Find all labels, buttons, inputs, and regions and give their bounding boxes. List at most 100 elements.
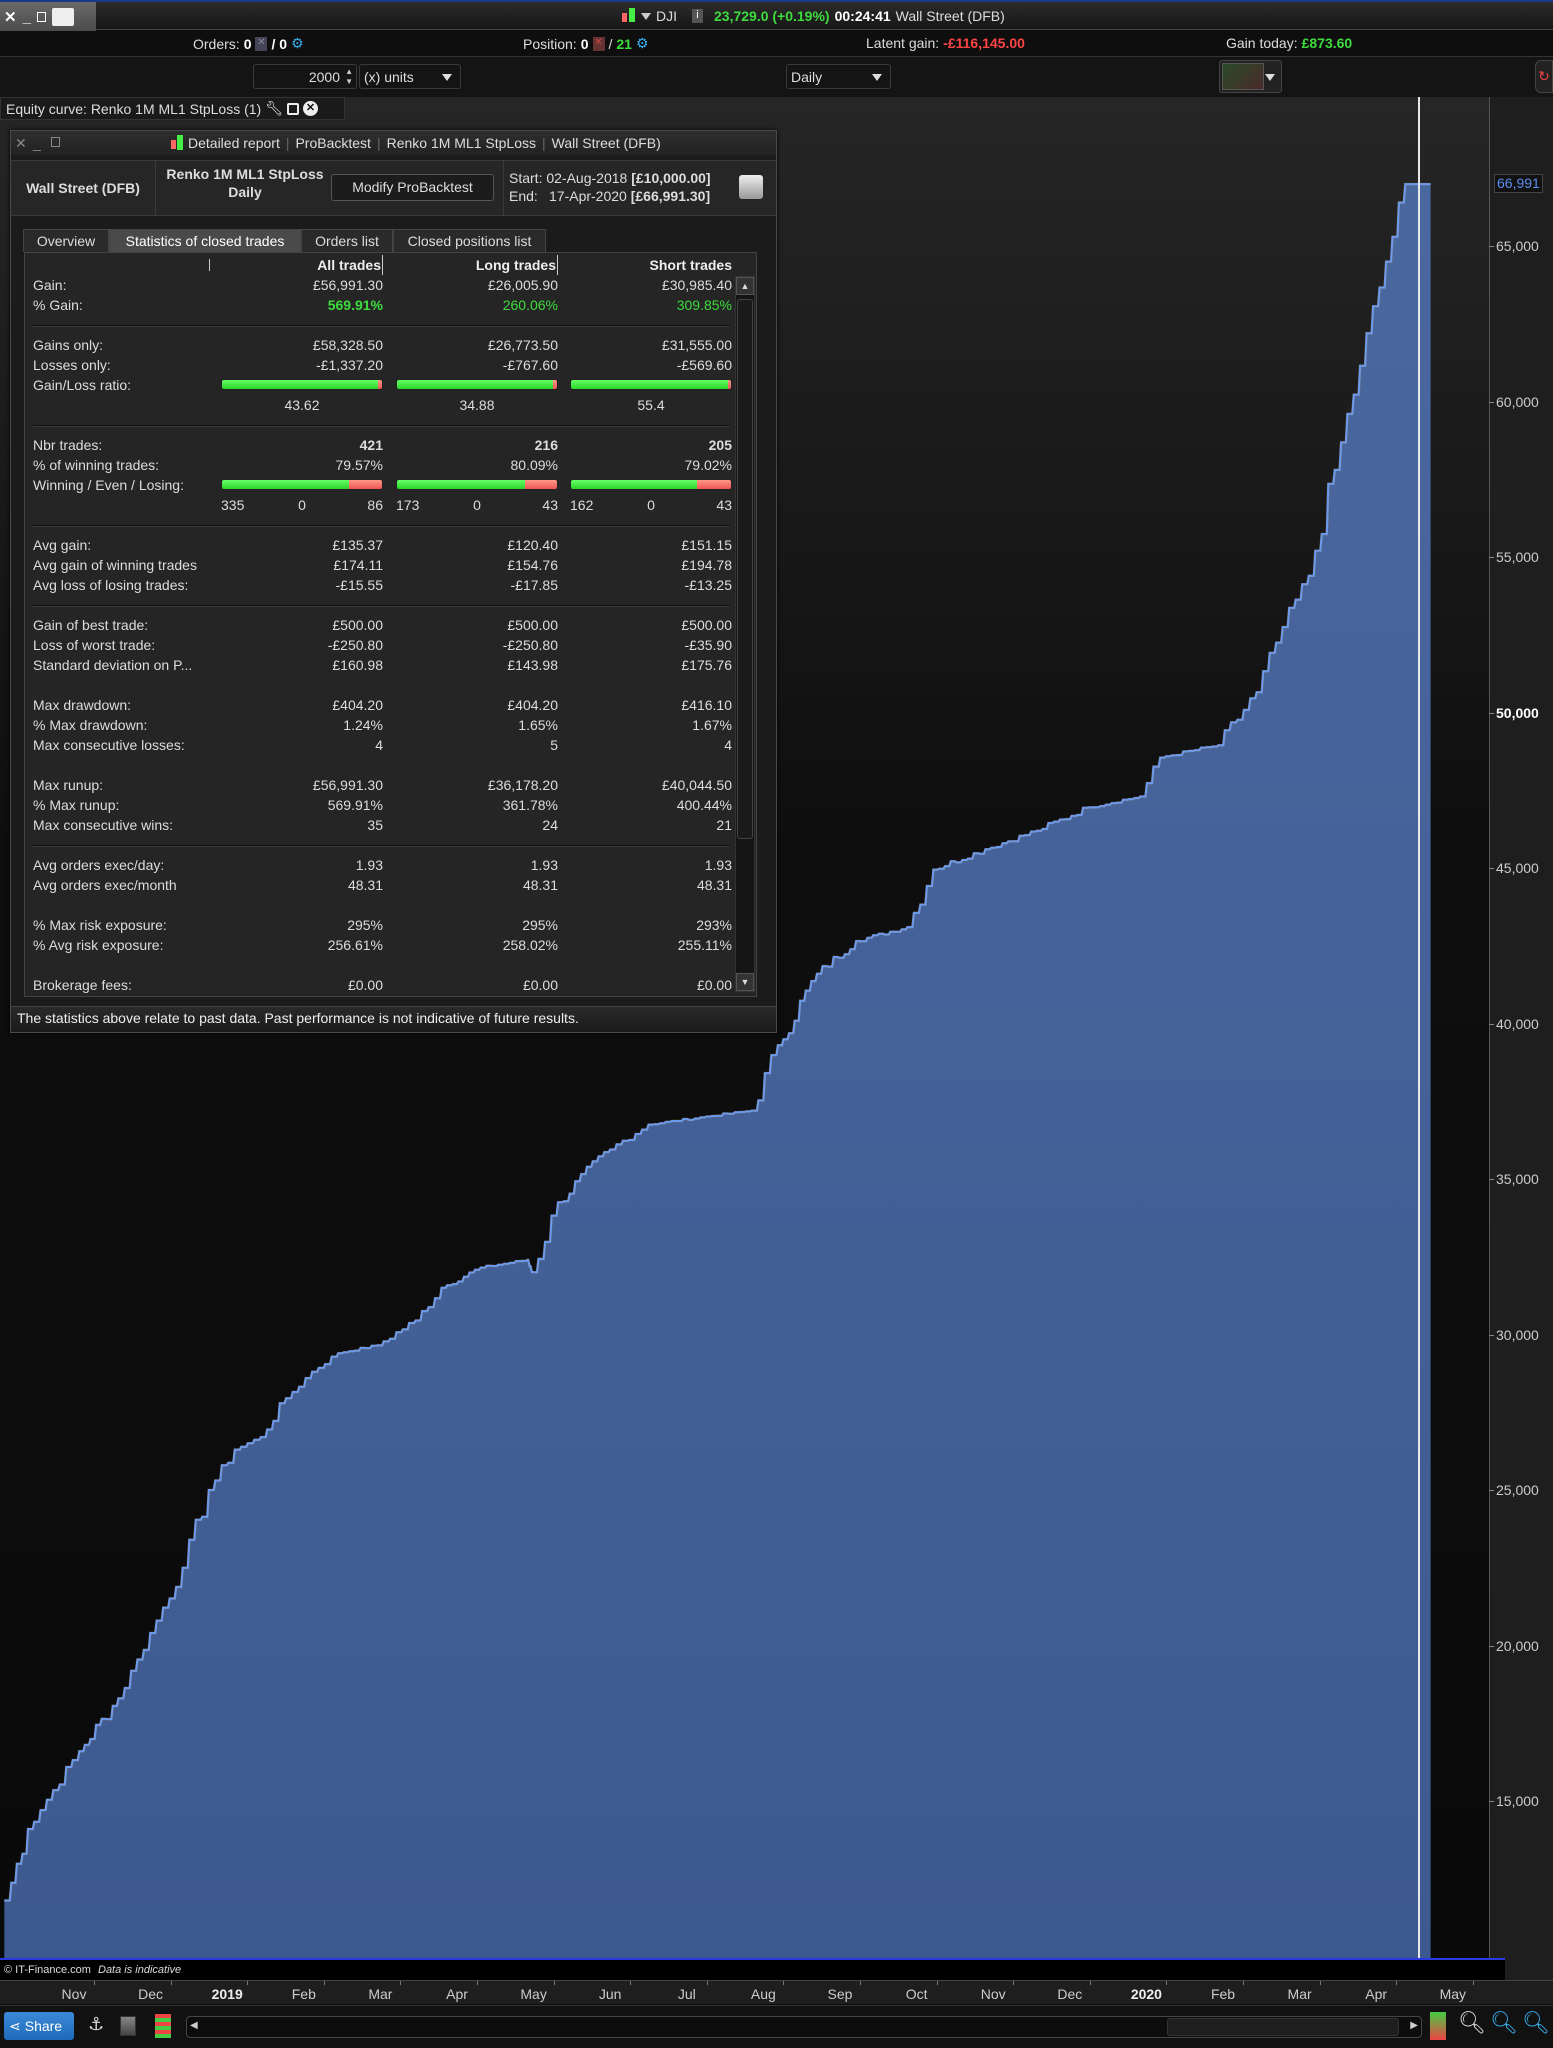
close-icon[interactable]: ✕ bbox=[15, 134, 27, 151]
zoom-in-icon[interactable]: 🔍︎ bbox=[1522, 2010, 1550, 2035]
scroll-left-icon[interactable]: ◀ bbox=[190, 2020, 198, 2031]
y-tick-label: 25,000 bbox=[1496, 1482, 1539, 1498]
last-value-label: 66,991 bbox=[1494, 174, 1543, 193]
zoom-out-icon[interactable]: 🔍︎ bbox=[1490, 2010, 1518, 2035]
y-tick-label: 15,000 bbox=[1496, 1793, 1539, 1809]
column-header[interactable]: Short trades bbox=[649, 257, 732, 273]
candlestick-icon[interactable] bbox=[622, 7, 636, 25]
share-button[interactable]: ⋖ Share bbox=[4, 2012, 74, 2040]
popout-icon[interactable] bbox=[287, 102, 300, 115]
scroll-down-icon[interactable]: ▼ bbox=[736, 973, 754, 991]
row-value: £56,991.30 bbox=[312, 277, 383, 293]
table-row: Loss of worst trade: -£250.80 -£250.80 -£35… bbox=[25, 635, 732, 655]
close-position-icon[interactable]: ✕ bbox=[592, 36, 605, 51]
info-icon[interactable]: i bbox=[692, 9, 703, 23]
timeframe-select[interactable]: Daily bbox=[786, 64, 891, 89]
autoscale-icon[interactable] bbox=[1430, 2012, 1446, 2040]
x-tick-label: 2019 bbox=[211, 1986, 243, 2002]
zoom-fit-icon[interactable]: 🔍︎ bbox=[1458, 2010, 1486, 2035]
quantity-stepper[interactable]: 2000 ▲ ▼ bbox=[253, 64, 357, 89]
row-value: £58,328.50 bbox=[312, 337, 383, 353]
y-tick-mark bbox=[1489, 712, 1494, 714]
tab-overview[interactable]: Overview bbox=[23, 229, 109, 252]
y-tick-mark bbox=[1489, 1490, 1494, 1491]
x-tick-label: Apr bbox=[1365, 1986, 1388, 2002]
title-detailed-report: Detailed report bbox=[188, 135, 280, 151]
quantity-value[interactable]: 2000 bbox=[308, 68, 340, 85]
refresh-icon[interactable]: ↻ bbox=[1535, 60, 1553, 93]
row-value: £151.15 bbox=[681, 537, 732, 553]
x-tick-label: May bbox=[1439, 1986, 1467, 2002]
tab-closed-positions-list[interactable]: Closed positions list bbox=[393, 229, 546, 252]
chevron-down-icon[interactable] bbox=[872, 74, 882, 81]
indicator-list-icon[interactable] bbox=[120, 2016, 136, 2036]
time-scrollbar[interactable]: ◀ ▶ bbox=[186, 2016, 1422, 2038]
tab-statistics-of-closed-trades[interactable]: Statistics of closed trades bbox=[109, 229, 301, 252]
x-axis[interactable]: Nov Dec 2019 Feb Mar Apr May Jun Jul Aug Sep Oct Nov… bbox=[0, 1980, 1553, 2004]
row-value: -£569.60 bbox=[676, 357, 732, 373]
row-value: 569.91% bbox=[327, 797, 383, 813]
units-select[interactable]: (x) units bbox=[359, 64, 461, 89]
chevron-down-icon[interactable] bbox=[1265, 74, 1275, 81]
x-tick-label: Nov bbox=[980, 1986, 1006, 2002]
minimize-icon[interactable]: _ bbox=[33, 135, 41, 151]
chevron-down-icon[interactable] bbox=[641, 12, 651, 20]
column-header[interactable]: All trades bbox=[208, 255, 383, 275]
x-tick-mark bbox=[1243, 1981, 1244, 1985]
row-label: Winning / Even / Losing: bbox=[33, 477, 184, 493]
symbol[interactable]: DJI bbox=[656, 8, 677, 24]
table-row: Nbr trades: 421 216 205 bbox=[25, 435, 732, 455]
print-icon[interactable] bbox=[739, 175, 763, 199]
gear-icon[interactable]: ⚙ bbox=[635, 35, 649, 51]
row-value: 35 bbox=[367, 817, 383, 833]
row-value: 80.09% bbox=[510, 457, 558, 473]
row-value: 260.06% bbox=[502, 297, 558, 313]
row-value: £36,178.20 bbox=[487, 777, 558, 793]
keyboard-icon[interactable] bbox=[51, 8, 74, 26]
table-row: Avg loss of losing trades: -£15.55 -£17.85… bbox=[25, 575, 732, 595]
anchor-icon[interactable]: ⚓︎ bbox=[88, 2014, 105, 2034]
losing-count: 43 bbox=[542, 497, 558, 513]
close-icon[interactable]: ✕ bbox=[4, 9, 17, 26]
wrench-icon[interactable]: 🔧︎ bbox=[265, 100, 284, 116]
chevron-down-icon[interactable] bbox=[442, 74, 452, 81]
modify-probacktest-button[interactable]: Modify ProBacktest bbox=[331, 174, 494, 201]
scrollbar-thumb[interactable] bbox=[737, 299, 753, 839]
maximize-icon[interactable] bbox=[51, 137, 60, 147]
column-header[interactable]: Long trades bbox=[383, 255, 558, 275]
y-axis[interactable] bbox=[1489, 97, 1553, 1980]
gain-loss-ratio-bar bbox=[570, 379, 732, 390]
end-capital: [£66,991.30] bbox=[630, 188, 711, 204]
winning-count: 173 bbox=[396, 497, 420, 513]
chart-style-button[interactable] bbox=[1219, 60, 1282, 93]
equity-curve-label: Equity curve: Renko 1M ML1 StpLoss (1) 🔧… bbox=[0, 97, 345, 120]
table-scrollbar[interactable]: ▲ ▼ bbox=[735, 276, 755, 992]
row-value: 24 bbox=[542, 817, 558, 833]
table-row: % Avg risk exposure: 256.61% 258.02% 255.11… bbox=[25, 935, 732, 955]
x-tick-mark bbox=[1472, 1981, 1474, 1985]
row-label: % of winning trades: bbox=[33, 457, 160, 473]
row-value: 1.93 bbox=[530, 857, 558, 873]
tab-orders-list[interactable]: Orders list bbox=[301, 229, 393, 252]
row-value: 295% bbox=[347, 917, 383, 933]
position-count: 21 bbox=[616, 35, 632, 52]
scroll-up-icon[interactable]: ▲ bbox=[736, 277, 754, 295]
row-value: 1.93 bbox=[704, 857, 732, 873]
cancel-orders-icon[interactable]: ✕ bbox=[255, 36, 268, 51]
date-cursor-line[interactable] bbox=[1418, 97, 1420, 1958]
row-value: -£250.80 bbox=[502, 637, 558, 653]
minimize-icon[interactable]: _ bbox=[22, 8, 31, 26]
x-tick-label: Mar bbox=[368, 1986, 393, 2002]
close-circle-icon[interactable]: ✕ bbox=[303, 101, 319, 116]
ladder-icon[interactable] bbox=[155, 2014, 171, 2038]
maximize-icon[interactable] bbox=[36, 12, 46, 22]
window-controls: ✕ _ bbox=[0, 2, 96, 32]
y-tick-label: 30,000 bbox=[1496, 1326, 1539, 1343]
time-scrollbar-thumb[interactable] bbox=[1167, 2018, 1399, 2036]
section-divider bbox=[25, 595, 730, 615]
row-value: 293% bbox=[696, 917, 732, 933]
table-row: Gain/Loss ratio: bbox=[25, 375, 732, 395]
stepper-arrows-icon[interactable]: ▲ ▼ bbox=[345, 67, 353, 86]
gear-icon[interactable]: ⚙ bbox=[291, 35, 304, 51]
scroll-right-icon[interactable]: ▶ bbox=[1410, 2020, 1418, 2031]
